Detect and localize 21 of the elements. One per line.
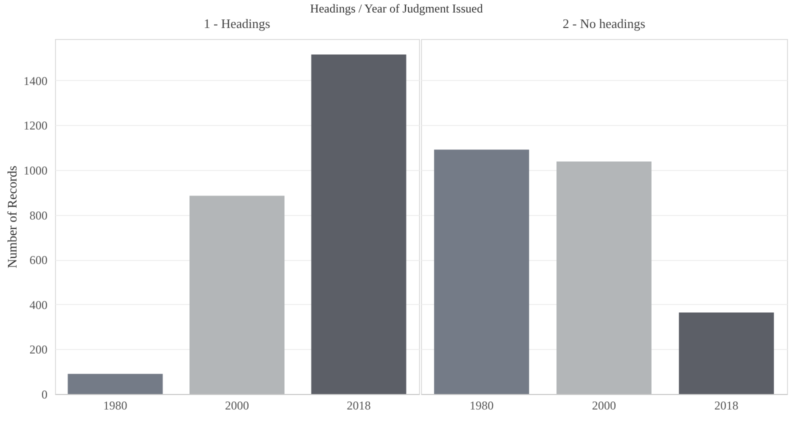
bar <box>311 54 406 394</box>
y-tick-label: 800 <box>30 208 48 222</box>
y-tick-label: 1000 <box>24 164 48 178</box>
chart-title: 1 - Headings <box>204 16 270 31</box>
x-tick-label: 1980 <box>470 398 494 412</box>
x-tick-label: 2000 <box>225 398 249 412</box>
x-tick-label: 2018 <box>346 398 371 412</box>
bar <box>190 196 284 394</box>
y-tick-label: 1400 <box>24 74 48 88</box>
y-tick-label: 1200 <box>24 118 48 133</box>
x-tick-label: 1980 <box>103 398 128 412</box>
x-tick-label: 2018 <box>714 398 738 412</box>
y-tick-label: 200 <box>30 342 48 357</box>
text: Headings / Year of Judgment Issued <box>310 2 483 16</box>
y-tick-label: 600 <box>30 253 48 268</box>
y-tick-label: 400 <box>30 298 48 312</box>
bar <box>68 374 163 394</box>
chart-title: 2 - No headings <box>562 16 646 31</box>
y-axis-title: Number of Records <box>4 166 20 268</box>
x-tick-label: 2000 <box>592 398 616 412</box>
y-tick-label: 0 <box>42 388 48 402</box>
